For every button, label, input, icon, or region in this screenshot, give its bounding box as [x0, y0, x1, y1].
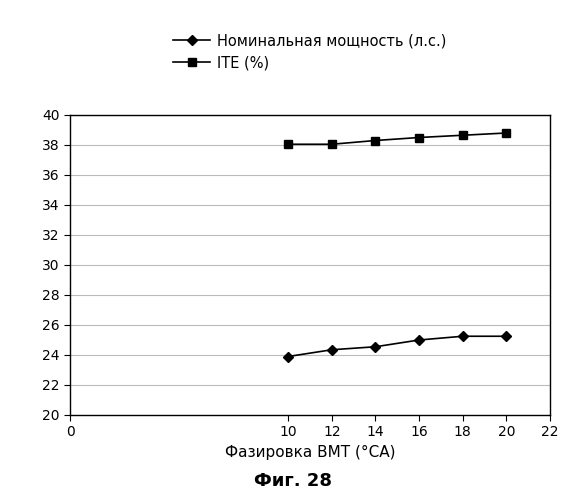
Legend: Номинальная мощность (л.с.), ITE (%): Номинальная мощность (л.с.), ITE (%) [168, 28, 452, 76]
X-axis label: Фазировка ВМТ (°CA): Фазировка ВМТ (°CA) [225, 445, 395, 460]
Text: Фиг. 28: Фиг. 28 [253, 472, 332, 490]
